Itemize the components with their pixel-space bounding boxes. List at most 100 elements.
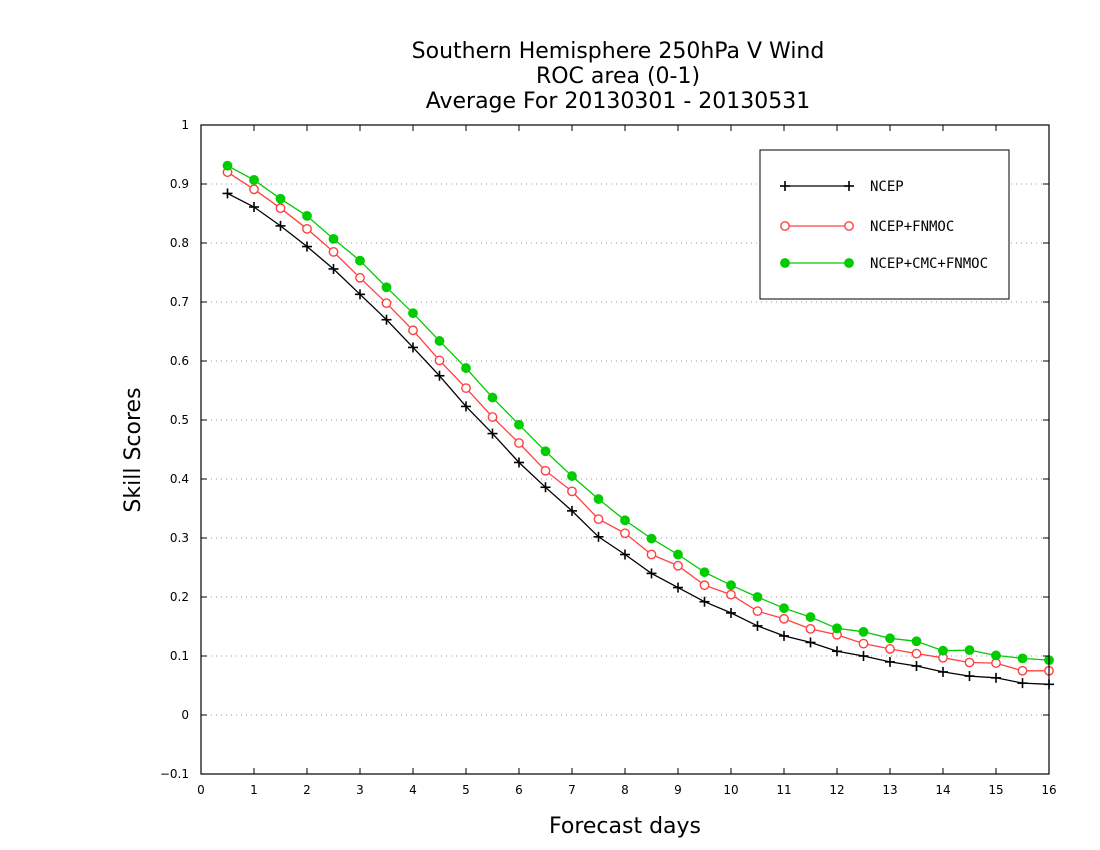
data-point: [275, 193, 286, 204]
chart-title: Southern Hemisphere 250hPa V Wind ROC ar…: [412, 39, 825, 114]
data-point: [514, 419, 524, 430]
data-point: [699, 596, 710, 607]
data-point: [540, 465, 551, 476]
x-tick-label: 13: [882, 783, 897, 797]
x-tick-label: 5: [462, 783, 470, 797]
x-tick-label: 1: [250, 783, 258, 797]
x-tick-label: 8: [621, 783, 629, 797]
x-tick-label: 3: [356, 783, 364, 797]
data-point: [461, 383, 471, 394]
y-axis-ticks: −0.1 0 0.1 0.2 0.3 0.4 0.5 0.6 0.7 0.8 0.9 1: [160, 118, 1049, 781]
data-point: [461, 363, 471, 373]
data-point: [858, 626, 869, 637]
data-point: [752, 606, 763, 617]
data-point: [805, 612, 816, 622]
y-tick-label: 0.8: [170, 236, 189, 250]
data-point: [752, 592, 763, 602]
x-tick-label: 15: [988, 783, 1003, 797]
data-point: [275, 220, 286, 231]
data-point: [514, 457, 524, 468]
data-point: [673, 582, 683, 593]
data-point: [302, 210, 312, 221]
data-point: [726, 589, 736, 600]
data-point: [408, 342, 418, 353]
x-tick-label: 11: [776, 783, 791, 797]
x-tick-label: 10: [723, 783, 738, 797]
data-point: [593, 531, 604, 542]
y-tick-label: 0: [181, 708, 189, 722]
data-point: [1017, 678, 1028, 689]
data-point: [726, 580, 736, 591]
series-ncep-fnmoc: [222, 167, 1054, 676]
data-point: [328, 233, 339, 244]
title-line-3: Average For 20130301 - 20130531: [426, 89, 811, 114]
data-point: [885, 633, 895, 644]
legend-entry: NCEP+CMC+FNMOC: [780, 256, 988, 272]
series-layer: [222, 160, 1054, 690]
data-point: [964, 671, 975, 682]
data-point: [938, 666, 948, 677]
data-point: [355, 289, 365, 300]
data-point: [673, 549, 683, 560]
legend-marker: [844, 181, 854, 191]
x-tick-label: 16: [1041, 783, 1056, 797]
data-point: [805, 623, 816, 634]
data-point: [699, 580, 710, 591]
data-point: [328, 246, 339, 257]
series-ncep-cmc-fnmoc: [222, 160, 1054, 666]
data-point: [858, 638, 869, 649]
x-tick-label: 12: [829, 783, 844, 797]
data-point: [620, 528, 630, 539]
y-tick-label: 1: [181, 118, 189, 132]
data-point: [964, 645, 975, 655]
data-point: [938, 645, 948, 656]
data-point: [487, 428, 498, 439]
series-ncep: [222, 188, 1054, 690]
data-point: [540, 482, 551, 493]
legend-label: NCEP+CMC+FNMOC: [870, 256, 988, 272]
data-point: [434, 336, 445, 346]
data-point: [832, 623, 842, 634]
data-point: [593, 514, 604, 525]
x-tick-label: 6: [515, 783, 523, 797]
data-point: [302, 223, 312, 234]
legend-box: [759, 149, 1010, 300]
legend-marker: [844, 221, 854, 231]
data-point: [646, 533, 657, 544]
y-tick-label: 0.7: [170, 295, 189, 309]
data-point: [434, 355, 445, 366]
legend-label: NCEP+FNMOC: [870, 219, 954, 235]
data-point: [646, 549, 657, 560]
data-point: [779, 603, 789, 614]
data-point: [381, 314, 392, 325]
data-point: [991, 650, 1001, 661]
data-point: [911, 636, 922, 647]
legend-marker: [844, 258, 854, 268]
data-point: [408, 308, 418, 319]
data-point: [249, 184, 259, 195]
data-point: [885, 644, 895, 654]
x-tick-label: 9: [674, 783, 682, 797]
y-tick-label: −0.1: [160, 767, 189, 781]
data-point: [673, 560, 683, 571]
data-point: [699, 567, 710, 578]
x-tick-label: 2: [303, 783, 311, 797]
data-point: [381, 282, 392, 293]
data-point: [911, 661, 922, 672]
data-point: [249, 202, 259, 213]
data-point: [514, 438, 524, 448]
data-point: [964, 657, 975, 668]
x-tick-label: 7: [568, 783, 576, 797]
y-tick-label: 0.5: [170, 413, 189, 427]
x-tick-label: 14: [935, 783, 950, 797]
data-point: [646, 568, 657, 579]
x-tick-label: 0: [197, 783, 205, 797]
data-point: [408, 325, 418, 336]
data-point: [540, 446, 551, 457]
data-point: [1017, 665, 1028, 676]
y-tick-label: 0.2: [170, 590, 189, 604]
data-point: [752, 620, 763, 631]
data-point: [567, 505, 577, 516]
data-point: [355, 272, 365, 283]
